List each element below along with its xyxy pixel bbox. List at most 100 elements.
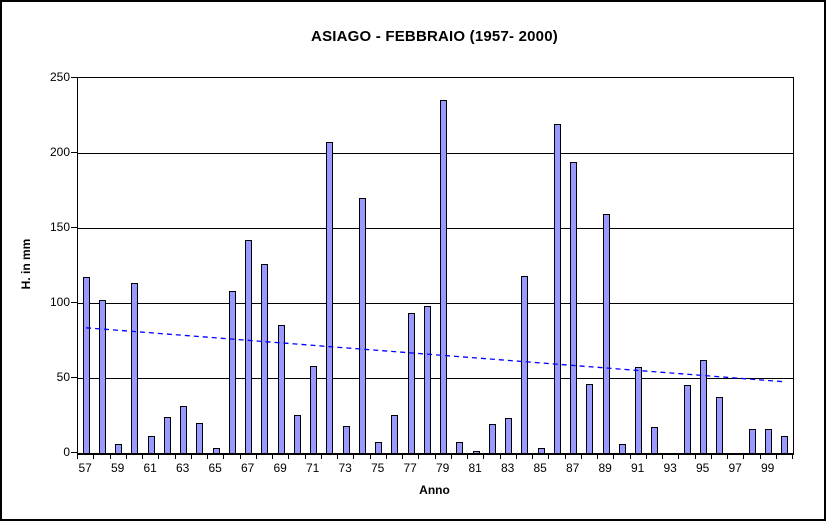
bar-1963: [180, 406, 188, 453]
bar-1989: [602, 214, 610, 453]
bar-1982: [488, 424, 496, 453]
y-tick-mark-150: [71, 227, 77, 228]
x-tick-mark: [337, 454, 338, 459]
x-tick-label-57: 57: [78, 461, 92, 475]
bar-1996: [716, 397, 724, 453]
gridline-150: [78, 228, 793, 229]
x-tick-label-97: 97: [728, 461, 742, 475]
x-tick-label-79: 79: [435, 461, 450, 475]
x-tick-mark: [532, 454, 533, 459]
bar-1988: [586, 384, 594, 453]
x-tick-mark: [515, 454, 517, 459]
y-tick-label-50: 50: [56, 370, 70, 384]
bar-1974: [358, 198, 366, 453]
bar-1985: [537, 448, 545, 453]
bar-1968: [261, 264, 269, 453]
x-tick-mark: [223, 454, 225, 459]
y-tick-mark-50: [71, 377, 77, 378]
x-tick-mark: [727, 454, 728, 459]
plot-area: [77, 77, 794, 455]
x-tick-mark: [743, 454, 745, 459]
x-tick-mark: [694, 454, 696, 459]
x-tick-label-89: 89: [598, 461, 612, 475]
x-tick-mark: [662, 454, 663, 459]
bar-1960: [131, 283, 139, 453]
x-tick-mark: [645, 454, 647, 459]
x-tick-mark: [288, 454, 290, 459]
chart-title: ASIAGO - FEBBRAIO (1957- 2000): [311, 28, 558, 45]
bar-1999: [765, 429, 773, 453]
x-tick-mark: [142, 454, 143, 459]
y-tick-label-100: 100: [49, 295, 70, 309]
x-tick-mark: [759, 454, 761, 459]
bar-1959: [115, 444, 123, 453]
x-tick-mark: [207, 454, 208, 459]
x-tick-mark: [125, 454, 127, 459]
bar-1967: [245, 240, 253, 453]
bar-1965: [212, 448, 220, 453]
x-tick-label-63: 63: [175, 461, 190, 475]
x-tick-mark: [239, 454, 241, 459]
gridline-200: [78, 153, 793, 154]
x-tick-label-77: 77: [403, 461, 417, 475]
x-tick-mark: [483, 454, 485, 459]
x-tick-mark: [678, 454, 680, 459]
y-tick-mark-200: [71, 152, 77, 153]
bar-1995: [700, 360, 708, 453]
x-tick-mark: [775, 454, 777, 459]
bar-1987: [570, 162, 578, 453]
x-tick-label-73: 73: [338, 461, 352, 475]
x-tick-mark: [320, 454, 322, 459]
x-tick-mark: [467, 454, 468, 459]
bar-1962: [163, 417, 171, 453]
bar-1986: [553, 124, 561, 453]
x-tick-mark: [434, 454, 436, 459]
bar-1983: [505, 418, 513, 453]
y-tick-label-250: 250: [49, 70, 70, 84]
x-tick-mark: [564, 454, 566, 459]
bar-1980: [456, 442, 464, 453]
x-tick-mark: [792, 454, 793, 459]
x-tick-label-95: 95: [695, 461, 710, 475]
x-tick-label-91: 91: [630, 461, 645, 475]
bar-1984: [521, 276, 529, 453]
bar-1964: [196, 423, 204, 453]
x-tick-label-75: 75: [370, 461, 385, 475]
x-tick-mark: [629, 454, 631, 459]
x-tick-mark: [402, 454, 403, 459]
trend-line-segment: [86, 327, 785, 383]
x-tick-mark: [499, 454, 501, 459]
bar-1961: [147, 436, 155, 453]
x-tick-mark: [77, 454, 78, 459]
bar-1979: [440, 100, 448, 453]
bar-1957: [82, 277, 90, 453]
x-tick-mark: [369, 454, 371, 459]
bar-1990: [618, 444, 626, 453]
x-tick-label-85: 85: [533, 461, 547, 475]
x-tick-label-93: 93: [663, 461, 677, 475]
bar-1998: [748, 429, 756, 453]
y-tick-mark-0: [71, 452, 77, 453]
bar-1975: [375, 442, 383, 453]
y-axis-title: H. in mm: [19, 238, 33, 290]
x-tick-label-65: 65: [208, 461, 222, 475]
y-tick-label-150: 150: [49, 220, 70, 234]
x-tick-mark: [304, 454, 306, 459]
x-tick-label-67: 67: [240, 461, 255, 475]
bar-1966: [228, 291, 236, 453]
x-tick-label-59: 59: [110, 461, 125, 475]
bar-1978: [423, 306, 431, 453]
bar-1981: [472, 451, 480, 453]
x-tick-mark: [190, 454, 192, 459]
bar-1976: [391, 415, 399, 453]
x-tick-mark: [109, 454, 111, 459]
x-tick-mark: [272, 454, 273, 459]
bar-1994: [683, 385, 691, 453]
x-tick-mark: [255, 454, 257, 459]
trend-line: [86, 327, 785, 383]
x-tick-mark: [597, 454, 598, 459]
bar-1971: [310, 366, 318, 453]
bar-1991: [635, 367, 643, 453]
y-tick-mark-250: [71, 77, 77, 78]
